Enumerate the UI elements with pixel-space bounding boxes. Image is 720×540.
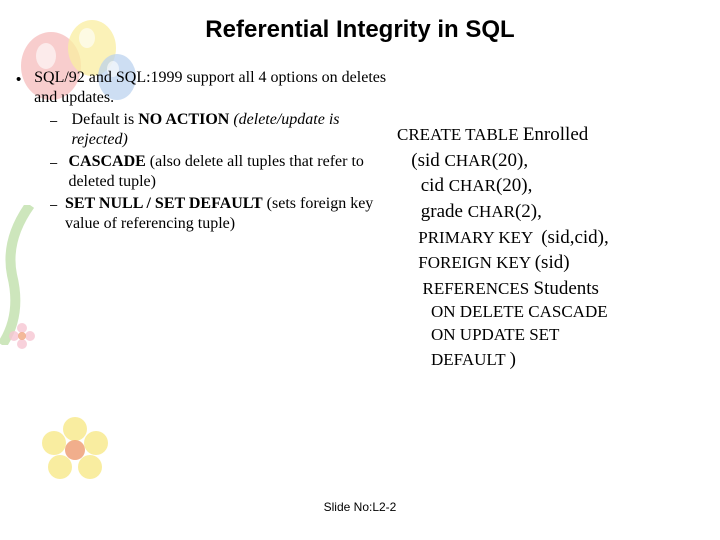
slide-title: Referential Integrity in SQL (0, 16, 720, 44)
code-line: ON DELETE CASCADE (397, 301, 703, 324)
bullet-marker: • (16, 68, 34, 88)
sub-item: – SET NULL / SET DEFAULT (sets foreign k… (50, 193, 393, 235)
sub-item: – CASCADE (also delete all tuples that r… (50, 151, 393, 193)
flower-yellow-icon (40, 415, 110, 485)
intro-text: SQL/92 and SQL:1999 support all 4 option… (34, 68, 393, 109)
sub-item-text: Default is NO ACTION (delete/update is r… (72, 110, 393, 151)
left-column: • SQL/92 and SQL:1999 support all 4 opti… (10, 68, 393, 373)
code-line: REFERENCES Students (397, 276, 703, 302)
content-area: • SQL/92 and SQL:1999 support all 4 opti… (10, 68, 710, 373)
code-line: (sid CHAR(20), (397, 148, 703, 174)
code-line: CREATE TABLE Enrolled (397, 122, 703, 148)
sql-code-block: CREATE TABLE Enrolled (sid CHAR(20), cid… (393, 68, 703, 373)
sub-marker: – (50, 194, 65, 212)
code-line: ON UPDATE SET (397, 324, 703, 347)
sub-item-text: CASCADE (also delete all tuples that ref… (68, 152, 393, 193)
sub-bullet-list: – Default is NO ACTION (delete/update is… (16, 109, 393, 235)
sub-marker: – (50, 152, 68, 170)
sub-marker: – (50, 110, 72, 128)
code-line: FOREIGN KEY (sid) (397, 250, 703, 276)
code-line: cid CHAR(20), (397, 173, 703, 199)
code-line: DEFAULT ) (397, 347, 703, 373)
code-line: PRIMARY KEY (sid,cid), (397, 225, 703, 251)
slide-number: Slide No:L2-2 (0, 500, 720, 514)
sub-item: – Default is NO ACTION (delete/update is… (50, 109, 393, 151)
code-line: grade CHAR(2), (397, 199, 703, 225)
sub-item-text: SET NULL / SET DEFAULT (sets foreign key… (65, 194, 393, 235)
